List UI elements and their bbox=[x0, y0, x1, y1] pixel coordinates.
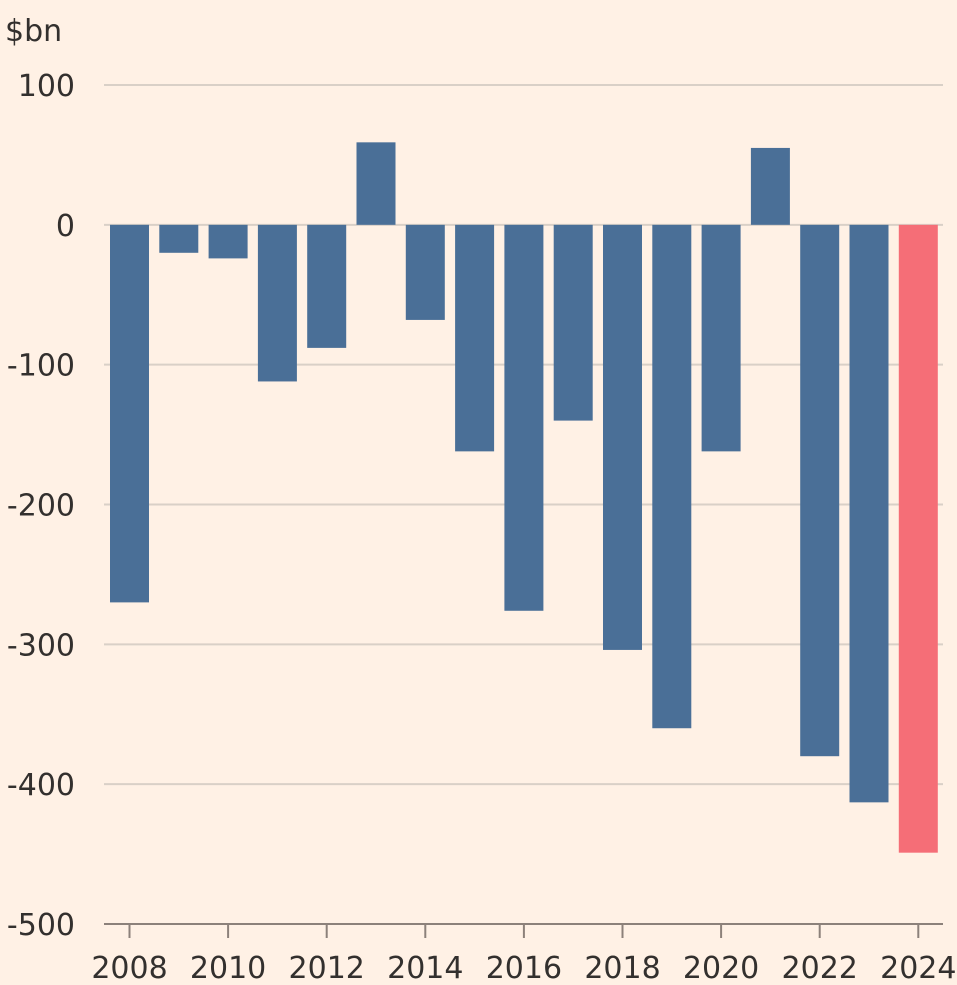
bar-2010 bbox=[208, 224, 248, 259]
bar-2022 bbox=[800, 224, 840, 757]
bar-2015 bbox=[455, 224, 495, 452]
x-tick-label: 2012 bbox=[289, 951, 365, 985]
x-tick-label: 2022 bbox=[782, 951, 858, 985]
bar-2012 bbox=[307, 224, 347, 348]
bar-2019 bbox=[652, 224, 692, 729]
bar-2014 bbox=[405, 224, 445, 320]
y-tick-label: 0 bbox=[56, 209, 75, 244]
bar-2013 bbox=[356, 142, 396, 225]
y-tick-label: 100 bbox=[18, 69, 75, 104]
bar-2021 bbox=[750, 147, 790, 225]
x-tick-label: 2018 bbox=[584, 951, 660, 985]
x-tick-label: 2010 bbox=[190, 951, 266, 985]
bar-2018 bbox=[603, 224, 642, 650]
y-axis-unit-label: $bn bbox=[5, 14, 62, 49]
x-tick-label: 2008 bbox=[91, 951, 167, 985]
y-tick-label: -300 bbox=[7, 628, 75, 663]
x-tick-label: 2014 bbox=[387, 951, 463, 985]
y-tick-label: -100 bbox=[7, 349, 75, 384]
y-tick-label: -200 bbox=[7, 489, 75, 524]
y-tick-label: -400 bbox=[7, 768, 75, 803]
bar-2009 bbox=[159, 224, 199, 253]
bar-2017 bbox=[553, 224, 593, 421]
y-tick-label: -500 bbox=[7, 908, 75, 943]
bar-2023 bbox=[849, 224, 889, 803]
x-tick-label: 2020 bbox=[683, 951, 759, 985]
bars bbox=[110, 142, 938, 853]
bar-2020 bbox=[701, 224, 741, 452]
bar-2008 bbox=[110, 224, 149, 603]
x-tick-label: 2024 bbox=[880, 951, 956, 985]
bar-2011 bbox=[257, 224, 297, 382]
x-tick-label: 2016 bbox=[486, 951, 562, 985]
bar-2016 bbox=[504, 224, 544, 611]
y-tick-labels: 100 0 -100 -200 -300 -400 -500 bbox=[7, 69, 75, 943]
bar-2024 bbox=[898, 224, 938, 853]
x-axis: 2008 2010 2012 2014 2016 2018 2020 2022 2024 bbox=[91, 923, 956, 985]
